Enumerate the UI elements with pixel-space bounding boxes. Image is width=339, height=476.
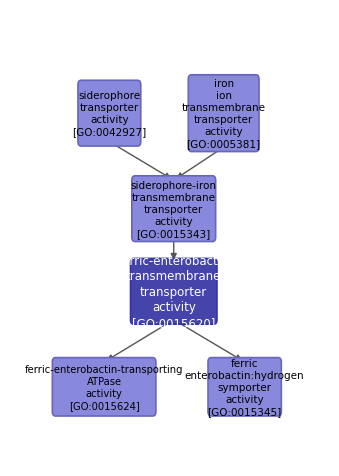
Text: ferric
enterobactin:hydrogen
symporter
activity
[GO:0015345]: ferric enterobactin:hydrogen symporter a… bbox=[185, 358, 304, 416]
FancyBboxPatch shape bbox=[208, 358, 281, 416]
Text: siderophore
transporter
activity
[GO:0042927]: siderophore transporter activity [GO:004… bbox=[72, 91, 146, 137]
Text: ferric-enterobactin-transporting
ATPase
activity
[GO:0015624]: ferric-enterobactin-transporting ATPase … bbox=[25, 364, 183, 410]
FancyBboxPatch shape bbox=[52, 358, 156, 416]
Text: iron
ion
transmembrane
transporter
activity
[GO:0005381]: iron ion transmembrane transporter activ… bbox=[182, 79, 266, 149]
FancyBboxPatch shape bbox=[78, 81, 141, 147]
FancyBboxPatch shape bbox=[188, 76, 259, 152]
Text: siderophore-iron
transmembrane
transporter
activity
[GO:0015343]: siderophore-iron transmembrane transport… bbox=[131, 180, 217, 238]
Text: ferric-enterobactin
transmembrane
transporter
activity
[GO:0015620]: ferric-enterobactin transmembrane transp… bbox=[118, 254, 229, 329]
FancyBboxPatch shape bbox=[132, 177, 216, 242]
FancyBboxPatch shape bbox=[131, 259, 217, 325]
